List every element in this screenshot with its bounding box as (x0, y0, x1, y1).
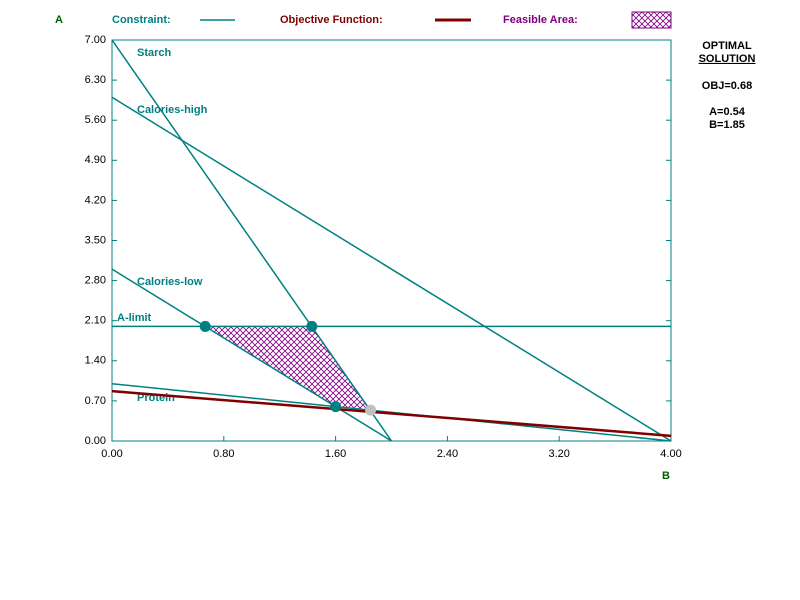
legend-constraint: Constraint: (112, 14, 171, 26)
y-tick-label: 2.80 (85, 275, 106, 287)
x-tick-label: 4.00 (660, 448, 681, 460)
solution-title: SOLUTION (699, 53, 756, 65)
constraint-label: Calories-high (137, 104, 208, 116)
plot-frame (111, 39, 672, 442)
x-tick-label: 2.40 (437, 448, 458, 460)
y-tick-label: 1.40 (85, 355, 106, 367)
y-tick-label: 6.30 (85, 74, 106, 86)
feasible-area (204, 326, 372, 411)
corner-point (330, 401, 342, 413)
constraint-line (111, 268, 392, 442)
x-axis-label: B (662, 470, 670, 482)
constraint-line (111, 96, 672, 442)
y-tick-label: 0.00 (85, 435, 106, 447)
y-tick-label: 5.60 (85, 114, 106, 126)
solution-b: B=1.85 (709, 119, 745, 131)
x-tick-label: 3.20 (548, 448, 569, 460)
y-tick-label: 7.00 (85, 34, 106, 46)
y-tick-label: 4.90 (85, 154, 106, 166)
constraint-label: Starch (137, 47, 172, 59)
corner-point (306, 320, 318, 332)
x-tick-label: 0.00 (101, 448, 122, 460)
legend-objective: Objective Function: (280, 14, 383, 26)
solution-title: OPTIMAL (702, 40, 752, 52)
objective-line (111, 389, 672, 438)
y-tick-label: 2.10 (85, 315, 106, 327)
solution-obj: OBJ=0.68 (702, 80, 752, 92)
x-tick-label: 1.60 (325, 448, 346, 460)
constraint-label: Calories-low (137, 276, 203, 288)
constraint-line (111, 39, 393, 442)
optimal-point (365, 404, 377, 416)
y-axis-label: A (55, 14, 63, 26)
solution-a: A=0.54 (709, 106, 746, 118)
y-tick-label: 0.70 (85, 395, 106, 407)
legend-feasible-swatch (631, 11, 672, 29)
y-tick-label: 4.20 (85, 194, 106, 206)
constraint-label: A-limit (117, 312, 152, 324)
y-tick-label: 3.50 (85, 234, 106, 246)
x-tick-label: 0.80 (213, 448, 234, 460)
legend-feasible: Feasible Area: (503, 14, 578, 26)
corner-point (199, 320, 211, 332)
